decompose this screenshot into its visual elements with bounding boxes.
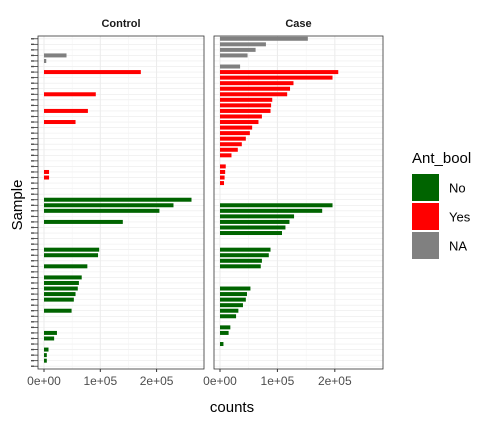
legend-key-yes — [412, 203, 439, 230]
bar — [220, 114, 262, 119]
plot-background — [38, 36, 204, 369]
bar — [220, 297, 246, 302]
y-axis-title: Sample — [9, 180, 26, 231]
bar — [44, 308, 72, 313]
bar — [220, 308, 239, 313]
x-tick-label: 1e+05 — [261, 374, 295, 388]
bar — [44, 70, 141, 75]
bar — [220, 286, 251, 291]
x-tick-label: 0e+00 — [203, 374, 237, 388]
bar — [220, 36, 308, 41]
bar — [44, 286, 78, 291]
legend-label: No — [449, 181, 466, 196]
legend-label: NA — [449, 239, 467, 254]
bar — [220, 325, 231, 330]
panel-case: Case 0e+00 1e+05 2e+05 — [203, 13, 384, 388]
bar — [44, 219, 123, 224]
strip-background — [214, 13, 383, 32]
bar — [220, 164, 226, 169]
bar — [44, 275, 82, 280]
bar — [220, 97, 273, 102]
bar — [220, 208, 323, 213]
bar — [220, 225, 286, 230]
bar — [220, 214, 295, 219]
panel-border — [213, 35, 384, 370]
bar — [44, 53, 67, 58]
bar — [220, 253, 269, 258]
bar — [44, 336, 55, 341]
legend: Ant_bool No Yes NA — [412, 150, 471, 259]
legend-key-na — [412, 232, 439, 259]
bar — [44, 197, 192, 202]
bar — [220, 103, 272, 108]
plot-background — [214, 36, 383, 369]
bar — [44, 280, 79, 285]
bar — [44, 292, 76, 297]
bar — [220, 231, 282, 236]
bar — [44, 92, 96, 97]
bar — [44, 203, 174, 208]
panel-control: Control 0e+00 1e+05 2e+05 — [27, 13, 205, 388]
bar — [220, 264, 261, 269]
bar — [220, 75, 333, 80]
bar — [220, 330, 229, 335]
bar — [44, 358, 47, 363]
bar — [44, 264, 88, 269]
bar — [44, 353, 47, 358]
strip-label: Control — [101, 18, 140, 30]
x-tick-label: 2e+05 — [140, 374, 174, 388]
bar — [220, 120, 259, 125]
bar — [220, 203, 333, 208]
bar — [220, 136, 246, 141]
bar — [220, 169, 226, 174]
bar — [220, 108, 271, 113]
bar — [220, 292, 247, 297]
legend-label: Yes — [449, 210, 471, 225]
bar — [44, 330, 57, 335]
bar — [220, 181, 225, 186]
bar — [220, 147, 238, 152]
bar — [220, 86, 291, 91]
bar — [220, 153, 232, 158]
panel-border — [37, 35, 205, 370]
strip-label: Case — [285, 18, 311, 30]
bar — [220, 303, 243, 308]
x-tick-label: 1e+05 — [83, 374, 117, 388]
bar — [220, 64, 241, 69]
bar — [220, 175, 225, 180]
x-tick-label: 2e+05 — [318, 374, 352, 388]
bar — [44, 297, 74, 302]
bar — [44, 208, 160, 213]
x-axis-title: counts — [210, 399, 254, 416]
strip-background — [38, 13, 204, 32]
bar — [220, 131, 250, 136]
bar — [220, 70, 339, 75]
bar — [44, 58, 47, 63]
bar — [44, 347, 49, 352]
bar — [220, 81, 294, 86]
bar — [44, 247, 100, 252]
legend-title: Ant_bool — [412, 150, 471, 167]
bar — [220, 247, 271, 252]
bar — [220, 47, 256, 52]
bar — [220, 42, 266, 47]
bar — [220, 92, 288, 97]
bar — [220, 342, 224, 347]
bar — [220, 142, 242, 147]
bar — [220, 219, 290, 224]
bar — [220, 314, 237, 319]
bar — [220, 258, 262, 263]
bar — [44, 120, 76, 125]
bar — [44, 108, 88, 113]
legend-key-no — [412, 174, 439, 201]
chart-panels: Control 0e+00 1e+05 2e+05 Case 0e+00 1e+05 2e+0… — [27, 13, 384, 388]
bar — [220, 53, 248, 58]
bar — [44, 175, 50, 180]
bar — [44, 253, 99, 258]
bar — [44, 169, 50, 174]
bar — [220, 125, 253, 130]
x-tick-label: 0e+00 — [27, 374, 61, 388]
